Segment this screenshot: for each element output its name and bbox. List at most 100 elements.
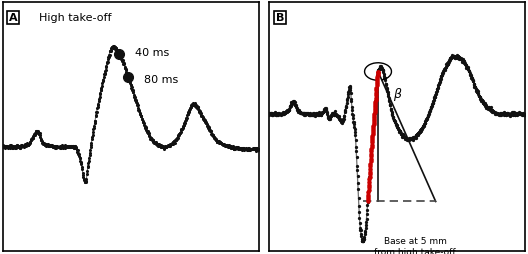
Point bbox=[193, 105, 201, 109]
Point bbox=[210, 137, 219, 141]
Point bbox=[199, 118, 208, 122]
Point bbox=[331, 112, 340, 116]
Point bbox=[22, 144, 30, 148]
Point bbox=[217, 141, 225, 145]
Point bbox=[95, 97, 103, 101]
Point bbox=[175, 132, 183, 136]
Point bbox=[105, 55, 113, 59]
Point bbox=[211, 137, 219, 141]
Point bbox=[505, 113, 513, 117]
Point bbox=[348, 109, 356, 113]
Point bbox=[369, 125, 378, 129]
Point bbox=[368, 136, 376, 140]
Point bbox=[516, 112, 524, 116]
Point bbox=[64, 145, 73, 149]
Point bbox=[221, 145, 230, 149]
Point bbox=[506, 113, 515, 117]
Point bbox=[417, 129, 425, 133]
Point bbox=[370, 116, 378, 120]
Point bbox=[29, 136, 37, 140]
Point bbox=[50, 145, 58, 149]
Point bbox=[279, 112, 288, 116]
Point bbox=[96, 91, 105, 96]
Point bbox=[362, 223, 370, 227]
Point bbox=[205, 128, 214, 132]
Point bbox=[333, 115, 341, 119]
Point bbox=[318, 111, 327, 115]
Point bbox=[5, 145, 14, 149]
Point bbox=[188, 102, 197, 106]
Point bbox=[278, 112, 287, 116]
Point bbox=[516, 112, 524, 116]
Point bbox=[150, 140, 159, 144]
Point bbox=[86, 151, 94, 155]
Point bbox=[249, 147, 258, 151]
Point bbox=[140, 124, 149, 128]
Point bbox=[351, 127, 359, 131]
Point bbox=[291, 104, 299, 108]
Point bbox=[6, 144, 15, 148]
Point bbox=[439, 69, 448, 73]
Point bbox=[322, 109, 331, 113]
Point bbox=[478, 99, 487, 103]
Point bbox=[22, 143, 31, 147]
Point bbox=[335, 118, 343, 122]
Point bbox=[356, 228, 365, 232]
Point bbox=[138, 118, 146, 122]
Point bbox=[389, 116, 397, 120]
Point bbox=[467, 76, 476, 80]
Point bbox=[132, 100, 140, 104]
Point bbox=[160, 145, 168, 149]
Point bbox=[370, 118, 378, 122]
Point bbox=[85, 156, 93, 160]
Point bbox=[356, 228, 365, 232]
Point bbox=[5, 145, 13, 149]
Point bbox=[173, 135, 182, 139]
Point bbox=[503, 111, 511, 115]
Point bbox=[138, 117, 146, 121]
Point bbox=[127, 86, 136, 90]
Point bbox=[110, 46, 119, 50]
Point bbox=[229, 146, 238, 150]
Point bbox=[308, 113, 316, 117]
Point bbox=[470, 85, 479, 89]
Point bbox=[493, 112, 501, 116]
Point bbox=[408, 137, 416, 141]
Point bbox=[347, 97, 355, 101]
Point bbox=[425, 112, 433, 116]
Point bbox=[482, 104, 491, 108]
Point bbox=[332, 113, 341, 117]
Point bbox=[364, 186, 373, 190]
Point bbox=[148, 137, 156, 141]
Point bbox=[453, 55, 461, 59]
Point bbox=[233, 147, 241, 151]
Point bbox=[483, 106, 492, 110]
Point bbox=[284, 109, 293, 114]
Point bbox=[277, 113, 286, 117]
Point bbox=[102, 66, 110, 70]
Point bbox=[91, 115, 100, 119]
Point bbox=[469, 83, 478, 87]
Point bbox=[172, 137, 181, 141]
Point bbox=[174, 133, 182, 137]
Point bbox=[188, 104, 196, 108]
Point bbox=[90, 122, 99, 126]
Point bbox=[470, 85, 479, 89]
Point bbox=[435, 83, 443, 87]
Point bbox=[319, 109, 328, 114]
Point bbox=[272, 113, 281, 117]
Point bbox=[382, 83, 390, 87]
Point bbox=[311, 114, 319, 118]
Point bbox=[373, 72, 382, 76]
Point bbox=[231, 146, 240, 150]
Point bbox=[134, 104, 142, 108]
Point bbox=[57, 144, 65, 148]
Point bbox=[512, 112, 521, 116]
Point bbox=[419, 125, 428, 129]
Point bbox=[366, 158, 375, 162]
Point bbox=[216, 141, 225, 145]
Point bbox=[313, 112, 321, 116]
Point bbox=[218, 142, 227, 146]
Point bbox=[305, 113, 314, 117]
Point bbox=[4, 146, 13, 150]
